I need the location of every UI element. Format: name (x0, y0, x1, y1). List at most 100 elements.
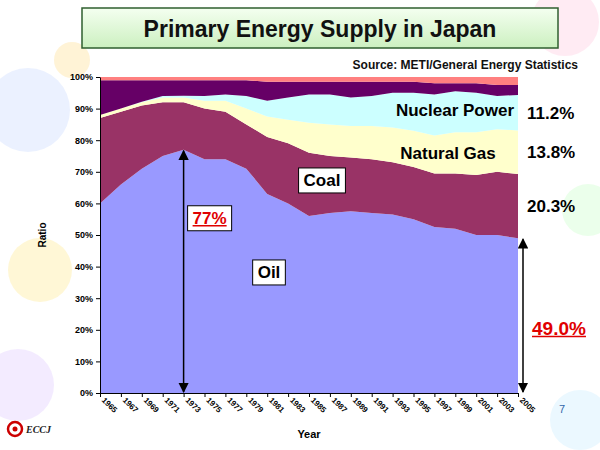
background-bubble (0, 349, 54, 421)
y-tick-mark (96, 235, 100, 236)
y-tick-label: 30% (75, 294, 93, 304)
x-tick-mark (518, 393, 519, 397)
x-tick-label: 1985 (309, 396, 328, 415)
x-tick: 1983 (288, 393, 307, 415)
y-tick-mark (96, 109, 100, 110)
series-label: Coal (304, 171, 341, 190)
series-label: Oil (258, 263, 281, 282)
area (100, 91, 518, 135)
logo-text: ECCJ (25, 424, 52, 435)
value-label-underline (532, 336, 586, 338)
x-tick: 1991 (372, 393, 391, 415)
title: Primary Energy Supply in Japan (144, 16, 497, 42)
x-tick-label: 2003 (497, 396, 516, 415)
x-tick-label: 1999 (455, 396, 474, 415)
y-tick-label: 40% (75, 262, 93, 272)
y-tick-label: 100% (70, 72, 93, 82)
y-tick-mark (96, 330, 100, 331)
area (100, 77, 518, 85)
y-tick: 70% (75, 167, 100, 177)
x-tick: 1979 (246, 393, 265, 415)
x-tick: 2005 (518, 393, 537, 415)
x-tick-label: 1971 (163, 396, 182, 415)
series-label: Nuclear Power (396, 101, 514, 120)
x-tick: 1997 (434, 393, 453, 415)
x-tick-label: 1989 (351, 396, 370, 415)
x-axis: 1965196719691971197319751977197919811983… (100, 393, 537, 415)
y-tick-mark (96, 298, 100, 299)
series-label-box (253, 260, 286, 285)
x-tick: 1977 (225, 393, 244, 415)
slide: Primary Energy Supply in JapanSource: ME… (0, 0, 600, 450)
x-tick-mark (184, 393, 185, 397)
x-tick-mark (163, 393, 164, 397)
y-tick-mark (96, 361, 100, 362)
x-tick-label: 2005 (518, 396, 537, 415)
y-axis: 0%10%20%30%40%50%60%70%80%90%100% (70, 72, 101, 398)
x-tick: 1999 (455, 393, 474, 415)
y-tick-label: 20% (75, 325, 93, 335)
x-tick: 1971 (163, 393, 182, 415)
y-tick-mark (96, 393, 100, 394)
x-tick-label: 1997 (434, 396, 453, 415)
series-label-group: Coal (299, 168, 346, 193)
x-tick-label: 1987 (330, 396, 349, 415)
y-tick-mark (96, 172, 100, 173)
value-arrow (183, 151, 185, 392)
x-axis-title: Year (297, 428, 321, 440)
y-tick: 10% (75, 357, 100, 367)
series-label-group: Natural Gas (400, 144, 495, 163)
x-tick: 1965 (100, 393, 119, 415)
x-tick: 1981 (267, 393, 286, 415)
page-number: 7 (559, 403, 565, 415)
value-label: 77% (193, 209, 227, 228)
y-tick-label: 50% (75, 230, 93, 240)
y-tick: 40% (75, 262, 100, 272)
x-tick-label: 1967 (121, 396, 140, 415)
series-label-group: Oil (253, 260, 286, 285)
x-tick-mark (225, 393, 226, 397)
x-tick: 2003 (497, 393, 516, 415)
logo-mark (8, 422, 22, 436)
x-tick: 1995 (413, 393, 432, 415)
x-tick-mark (414, 393, 415, 397)
series-label-box (299, 168, 346, 193)
y-tick-label: 90% (75, 104, 93, 114)
y-tick-label: 80% (75, 136, 93, 146)
x-tick-label: 1993 (393, 396, 412, 415)
x-tick-label: 1965 (100, 396, 119, 415)
y-tick-mark (96, 203, 100, 204)
y-tick-label: 70% (75, 167, 93, 177)
series-label-group: Nuclear Power (396, 101, 514, 120)
y-tick-mark (96, 267, 100, 268)
x-tick-label: 1995 (413, 396, 432, 415)
x-tick: 1985 (309, 393, 328, 415)
x-tick-label: 1975 (204, 396, 223, 415)
x-tick-mark (497, 393, 498, 397)
series-label: Natural Gas (400, 144, 495, 163)
value-label: 20.3% (527, 197, 575, 216)
x-tick-mark (351, 393, 352, 397)
background-bubble (550, 390, 600, 450)
x-tick-mark (393, 393, 394, 397)
x-tick-label: 1991 (372, 396, 391, 415)
y-tick: 50% (75, 230, 100, 240)
x-tick-mark (121, 393, 122, 397)
y-tick: 90% (75, 104, 100, 114)
x-tick: 1989 (351, 393, 370, 415)
y-tick-label: 10% (75, 357, 93, 367)
y-tick: 100% (70, 72, 100, 82)
y-tick: 20% (75, 325, 100, 335)
y-tick-mark (96, 77, 100, 78)
y-tick-label: 60% (75, 199, 93, 209)
y-axis-line (100, 78, 101, 394)
x-tick-mark (372, 393, 373, 397)
value-label: 49.0% (532, 318, 586, 339)
y-tick-mark (96, 140, 100, 141)
logo-mark-dot (13, 427, 18, 432)
x-tick-mark (309, 393, 310, 397)
y-tick: 80% (75, 136, 100, 146)
x-tick-label: 1977 (225, 396, 244, 415)
value-label-underline (193, 225, 227, 227)
x-tick-mark (246, 393, 247, 397)
